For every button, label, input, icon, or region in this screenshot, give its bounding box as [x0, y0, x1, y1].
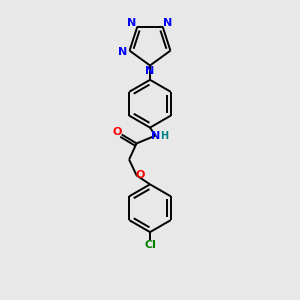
- Text: N: N: [146, 66, 154, 76]
- Text: O: O: [136, 170, 145, 180]
- Text: O: O: [113, 127, 122, 137]
- Text: H: H: [160, 131, 168, 141]
- Text: N: N: [164, 18, 172, 28]
- Text: N: N: [118, 47, 127, 57]
- Text: N: N: [128, 18, 136, 28]
- Text: Cl: Cl: [144, 240, 156, 250]
- Text: N: N: [151, 131, 160, 141]
